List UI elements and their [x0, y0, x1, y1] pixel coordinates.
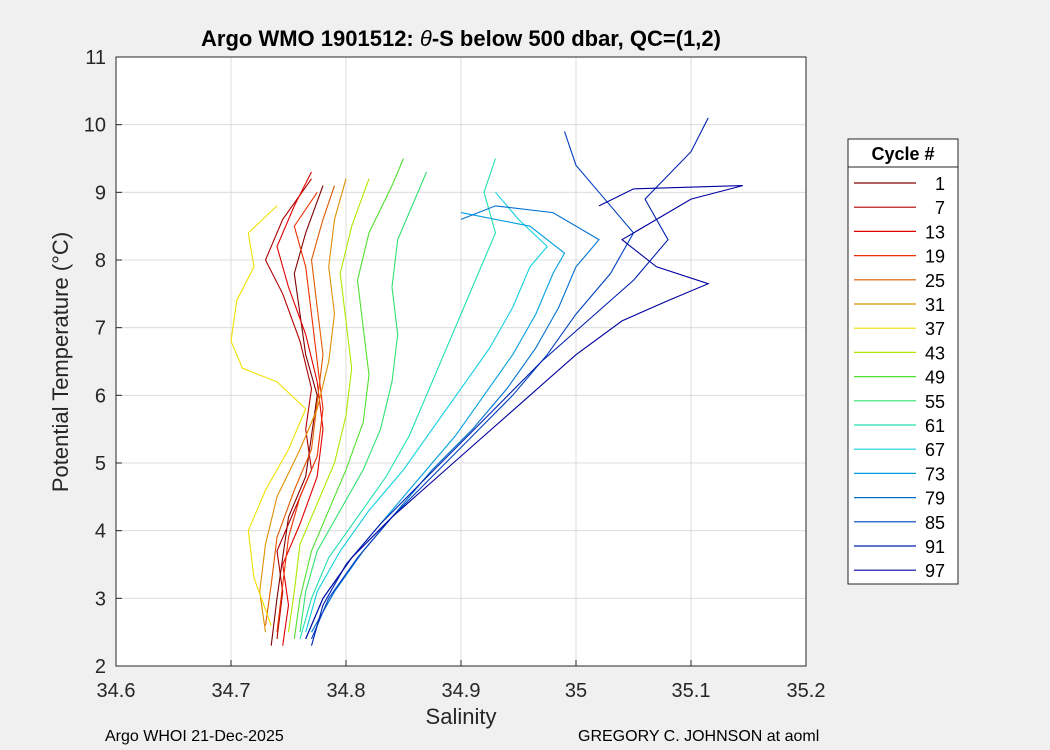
profile-cycle-67: [305, 191, 548, 633]
profile-cycle-31: [259, 178, 347, 633]
legend-label-25: 25: [925, 271, 945, 291]
legend-label-43: 43: [925, 343, 945, 363]
x-tick-label: 34.9: [442, 680, 481, 702]
legend-box: [847, 138, 959, 585]
profile-cycle-85: [310, 131, 635, 640]
legend-label-13: 13: [925, 222, 945, 242]
title-prefix: Argo WMO 1901512:: [201, 26, 420, 51]
legend-label-55: 55: [925, 392, 945, 412]
legend-label-79: 79: [925, 489, 945, 509]
legend-title: Cycle #: [871, 144, 934, 164]
legend-label-1: 1: [935, 174, 945, 194]
x-tick-label: 35: [565, 680, 587, 702]
legend-label-61: 61: [925, 416, 945, 436]
legend-label-37: 37: [925, 319, 945, 339]
legend-label-49: 49: [925, 368, 945, 388]
legend-label-67: 67: [925, 440, 945, 460]
legend-label-19: 19: [925, 247, 945, 267]
plot-frame: [115, 56, 807, 667]
x-tick-labels: 34.6 34.7 34.8 34.9 35 35.1 35.2: [97, 680, 826, 702]
title-suffix: -S below 500 dbar, QC=(1,2): [432, 26, 721, 51]
legend-label-91: 91: [925, 537, 945, 557]
y-tick-label: 4: [95, 521, 106, 543]
y-tick-label: 10: [84, 115, 106, 137]
profile-cycle-43: [287, 178, 370, 633]
y-tick-label: 11: [85, 47, 106, 69]
profile-cycle-49: [293, 158, 405, 639]
profile-cycle-37: [230, 205, 307, 626]
title-theta: θ: [420, 26, 432, 51]
footer-right: GREGORY C. JOHNSON at aoml: [578, 728, 819, 745]
y-axis-label: Potential Temperature (°C): [48, 232, 73, 492]
legend-label-73: 73: [925, 464, 945, 484]
profile-cycle-61: [299, 158, 497, 640]
profile-cycle-7: [264, 178, 313, 639]
profile-cycle-55: [299, 171, 428, 633]
footer-left: Argo WHOI 21-Dec-2025: [105, 728, 284, 745]
y-tick-label: 6: [95, 385, 106, 407]
x-tick-label: 34.6: [97, 680, 136, 702]
legend: Cycle # 1 7 13 19 25 31 37 43 49 55 61 67 73 79 85 91 97: [847, 138, 959, 585]
legend-items: 1 7 13 19 25 31 37 43 49 55 61 67 73 79 85 91 97: [854, 174, 945, 581]
y-tick-label: 2: [95, 656, 106, 678]
profile-cycle-13: [276, 171, 324, 646]
profile-cycle-19: [276, 191, 324, 633]
x-tick-label: 35.1: [672, 680, 711, 702]
y-tick-label: 3: [95, 588, 106, 610]
legend-label-7: 7: [935, 198, 945, 218]
profile-cycle-97: [305, 185, 743, 640]
legend-label-97: 97: [925, 561, 945, 581]
x-tick-label: 34.7: [212, 680, 251, 702]
profiles: [230, 117, 743, 646]
legend-label-31: 31: [925, 295, 945, 315]
chart-title: Argo WMO 1901512: θ-S below 500 dbar, QC…: [201, 26, 721, 51]
y-tick-label: 8: [95, 250, 106, 272]
y-tick-label: 9: [95, 182, 106, 204]
x-tick-label: 34.8: [327, 680, 366, 702]
y-tick-label: 7: [95, 318, 106, 340]
profile-cycle-25: [264, 185, 336, 626]
legend-label-85: 85: [925, 513, 945, 533]
x-axis-label: Salinity: [426, 704, 497, 729]
x-tick-label: 35.2: [787, 680, 826, 702]
y-tick-labels: 2 3 4 5 6 7 8 9 10 11: [84, 47, 106, 678]
y-tick-label: 5: [95, 453, 106, 475]
